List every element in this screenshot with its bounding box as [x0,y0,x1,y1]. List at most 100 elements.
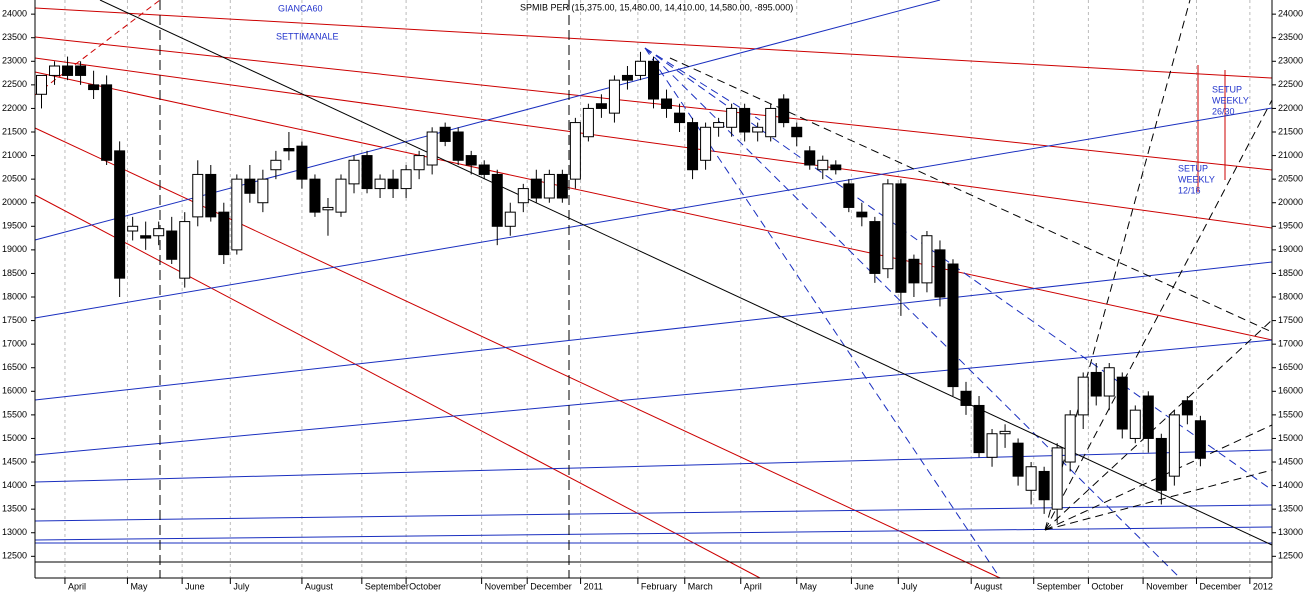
candle-body [244,178,256,194]
candle-body [153,228,165,237]
candle-body [335,178,347,213]
blue-lines [34,0,1273,544]
candle-body [778,98,790,124]
candle-body [973,404,985,454]
y-tick-label: 24000 [1278,9,1303,19]
trend-line [34,0,941,241]
y-tick-label: 17000 [1278,339,1303,349]
y-tick-label: 22000 [2,103,27,113]
y-tick-label: 21500 [2,126,27,136]
x-tick-label: October [1091,581,1123,591]
x-tick-label: May [800,581,818,591]
y-tick-label: 12500 [1278,551,1303,561]
y-tick-label: 15000 [1278,433,1303,443]
y-tick-label: 16000 [2,386,27,396]
trend-line [34,107,1273,319]
setup-label: 12/16 [1178,185,1201,195]
candle-body [127,225,139,232]
y-tick-label: 13500 [2,504,27,514]
y-tick-label: 17500 [2,315,27,325]
candle-body [530,178,542,199]
annotation: GIANCA60 [278,3,323,13]
x-tick-label: May [130,581,148,591]
fan-line [1044,424,1273,531]
fan-line [1044,469,1273,531]
candle-body [634,60,646,76]
y-tick-label: 20500 [2,174,27,184]
candle-body [166,230,178,260]
y-tick-label: 15000 [2,433,27,443]
y-tick-label: 14000 [2,480,27,490]
candle-body [752,126,764,133]
y-tick-label: 19500 [2,221,27,231]
candle-body [400,169,412,190]
x-tick-label: September [365,581,409,591]
candle-body [1051,447,1063,510]
candle-body [1181,400,1193,416]
candle-body [986,433,998,458]
candle-body [192,173,204,218]
y-tick-label: 16500 [2,362,27,372]
candle-body [556,173,568,199]
x-tick-label: April [744,581,762,591]
candle-body [62,65,74,76]
candle-body [791,126,803,138]
trend-line [34,504,1273,522]
candle-body [1064,414,1076,463]
y-tick-label: 21000 [2,150,27,160]
x-tick-label: September [1037,581,1081,591]
x-tick-label: August [974,581,1003,591]
candle-body [75,65,87,76]
candle-body [296,145,308,180]
candle-body [856,211,868,218]
y-tick-label: 19000 [2,244,27,254]
x-tick-label: December [530,581,572,591]
trend-line [34,339,1273,456]
candle-body [700,126,712,161]
candle-body [452,131,464,161]
candle-body [231,178,243,251]
trend-line [34,261,1273,401]
setup-label: WEEKLY [1178,174,1215,184]
fan-line [644,47,1181,579]
candle-body [608,79,620,114]
fan-line [1044,99,1273,531]
candle-body [88,84,100,91]
candle-body [882,183,894,270]
x-tick-label: July [233,581,250,591]
y-tick-label: 20000 [2,197,27,207]
y-tick-label: 13500 [1278,504,1303,514]
x-tick-label: June [185,581,205,591]
candle-body [1103,367,1115,397]
y-tick-label: 12500 [2,551,27,561]
x-tick-label: March [688,581,713,591]
y-tick-label: 20500 [1278,174,1303,184]
candle-body [140,235,152,239]
x-tick-label: June [854,581,874,591]
y-tick-label: 16000 [1278,386,1303,396]
candle-body [1012,442,1024,477]
candle-body [1077,376,1089,416]
fan-line [644,47,761,121]
candle-body [621,74,633,81]
candle-body [843,183,855,208]
candle-body [374,178,386,190]
candle-body [179,221,191,279]
candle-body [478,164,490,175]
y-tick-label: 18000 [2,291,27,301]
setup-label: 26/30 [1212,106,1235,116]
candle-body [804,150,816,166]
trend-line [34,71,1273,341]
candle-body [1038,470,1050,501]
candle-body [947,263,959,388]
annotation: SETTIMANALE [276,31,339,41]
candle-body [348,159,360,185]
candle-body [465,155,477,166]
trend-line [34,194,761,579]
candle-body [257,178,269,204]
y-tick-label: 17000 [2,339,27,349]
x-tick-label: December [1199,581,1241,591]
x-tick-label: April [68,581,86,591]
black-lines [35,0,1273,578]
